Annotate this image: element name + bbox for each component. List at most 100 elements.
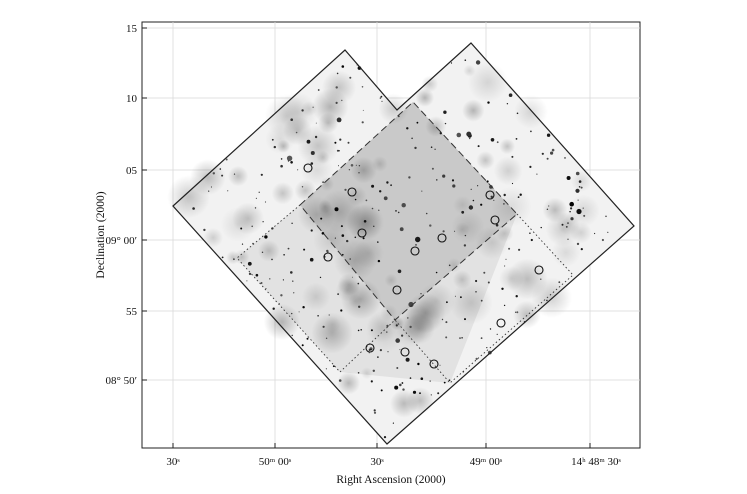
point-source xyxy=(377,241,379,243)
emission-blob xyxy=(475,226,509,260)
point-source xyxy=(348,169,351,171)
point-source xyxy=(575,188,580,193)
point-source xyxy=(264,235,268,239)
emission-blob xyxy=(311,312,353,354)
point-source xyxy=(280,294,283,297)
point-source xyxy=(405,357,410,362)
emission-blob xyxy=(318,199,332,214)
point-source xyxy=(516,311,519,314)
point-source xyxy=(475,279,478,283)
point-source xyxy=(322,181,324,184)
y-tick-label: 55 xyxy=(126,306,138,318)
point-source xyxy=(439,364,441,366)
point-source xyxy=(361,86,364,88)
emission-blob xyxy=(234,249,250,265)
point-source xyxy=(264,201,267,203)
point-source xyxy=(290,271,293,274)
point-source xyxy=(576,242,580,246)
point-source xyxy=(306,139,311,144)
point-source xyxy=(386,181,389,184)
point-source xyxy=(517,196,520,199)
x-axis-title: Right Ascension (2000) xyxy=(336,474,445,486)
point-source xyxy=(221,174,224,177)
survey-outline xyxy=(172,42,635,445)
point-source xyxy=(564,157,566,159)
source-marker xyxy=(496,318,506,328)
point-source xyxy=(338,150,340,152)
point-source xyxy=(301,186,304,188)
emission-blob xyxy=(421,75,439,93)
point-source xyxy=(540,226,542,229)
point-source xyxy=(546,299,548,302)
y-tick-label: 08° 50′ xyxy=(105,375,137,387)
point-source xyxy=(580,186,583,189)
source-marker xyxy=(347,187,357,197)
x-tick-label: 50ᵐ 00ˢ xyxy=(259,456,292,468)
point-source xyxy=(358,172,360,174)
point-source xyxy=(262,221,264,223)
emission-blob xyxy=(371,156,388,172)
point-source xyxy=(511,182,514,185)
point-source xyxy=(439,132,442,135)
point-source xyxy=(580,248,583,251)
emission-blob xyxy=(319,176,335,192)
point-source xyxy=(475,60,481,65)
point-source xyxy=(421,190,423,192)
point-source xyxy=(464,318,466,321)
point-source xyxy=(466,131,472,137)
y-axis-title: Declination (2000) xyxy=(95,191,107,278)
point-source xyxy=(341,65,345,68)
point-source xyxy=(380,389,383,392)
point-source xyxy=(399,349,401,351)
emission-blob xyxy=(167,175,211,219)
point-source xyxy=(379,349,382,352)
point-source xyxy=(372,369,375,372)
source-marker xyxy=(410,246,420,256)
source-marker xyxy=(392,285,402,295)
point-source xyxy=(338,379,342,382)
point-source xyxy=(529,165,532,168)
point-source xyxy=(310,229,313,232)
point-source xyxy=(340,225,343,228)
point-source xyxy=(529,232,531,234)
x-tick-label: 30ˢ xyxy=(370,456,384,468)
point-source xyxy=(386,331,388,333)
point-source xyxy=(310,162,314,165)
point-source xyxy=(336,149,339,152)
point-source xyxy=(445,336,448,339)
point-source xyxy=(319,276,322,279)
point-source xyxy=(567,222,569,224)
point-source xyxy=(334,141,337,144)
x-tick-label: 49ᵐ 00ˢ xyxy=(470,456,503,468)
point-source xyxy=(362,109,364,111)
point-source xyxy=(515,311,517,313)
point-source xyxy=(273,145,276,149)
point-source xyxy=(387,351,389,353)
point-source xyxy=(506,103,509,105)
point-source xyxy=(442,230,445,233)
point-source xyxy=(450,62,453,64)
point-source xyxy=(317,315,319,317)
point-source xyxy=(576,208,582,215)
emission-blob xyxy=(360,367,373,380)
point-source xyxy=(496,333,498,335)
point-source xyxy=(496,141,499,144)
emission-blob xyxy=(227,165,249,187)
emission-blob xyxy=(476,151,495,170)
point-source xyxy=(306,337,309,340)
point-source xyxy=(546,208,549,210)
emission-blob xyxy=(453,195,472,215)
emission-blob xyxy=(462,99,485,122)
point-source xyxy=(310,151,315,155)
point-source xyxy=(565,226,568,228)
point-source xyxy=(516,112,519,115)
point-source xyxy=(377,356,379,358)
point-source xyxy=(292,280,294,282)
point-source xyxy=(303,248,306,251)
emission-blob xyxy=(257,240,280,262)
point-source xyxy=(261,251,264,253)
emission-blob xyxy=(263,303,301,341)
point-source xyxy=(320,217,323,220)
point-source xyxy=(429,380,431,382)
point-source xyxy=(401,382,404,384)
